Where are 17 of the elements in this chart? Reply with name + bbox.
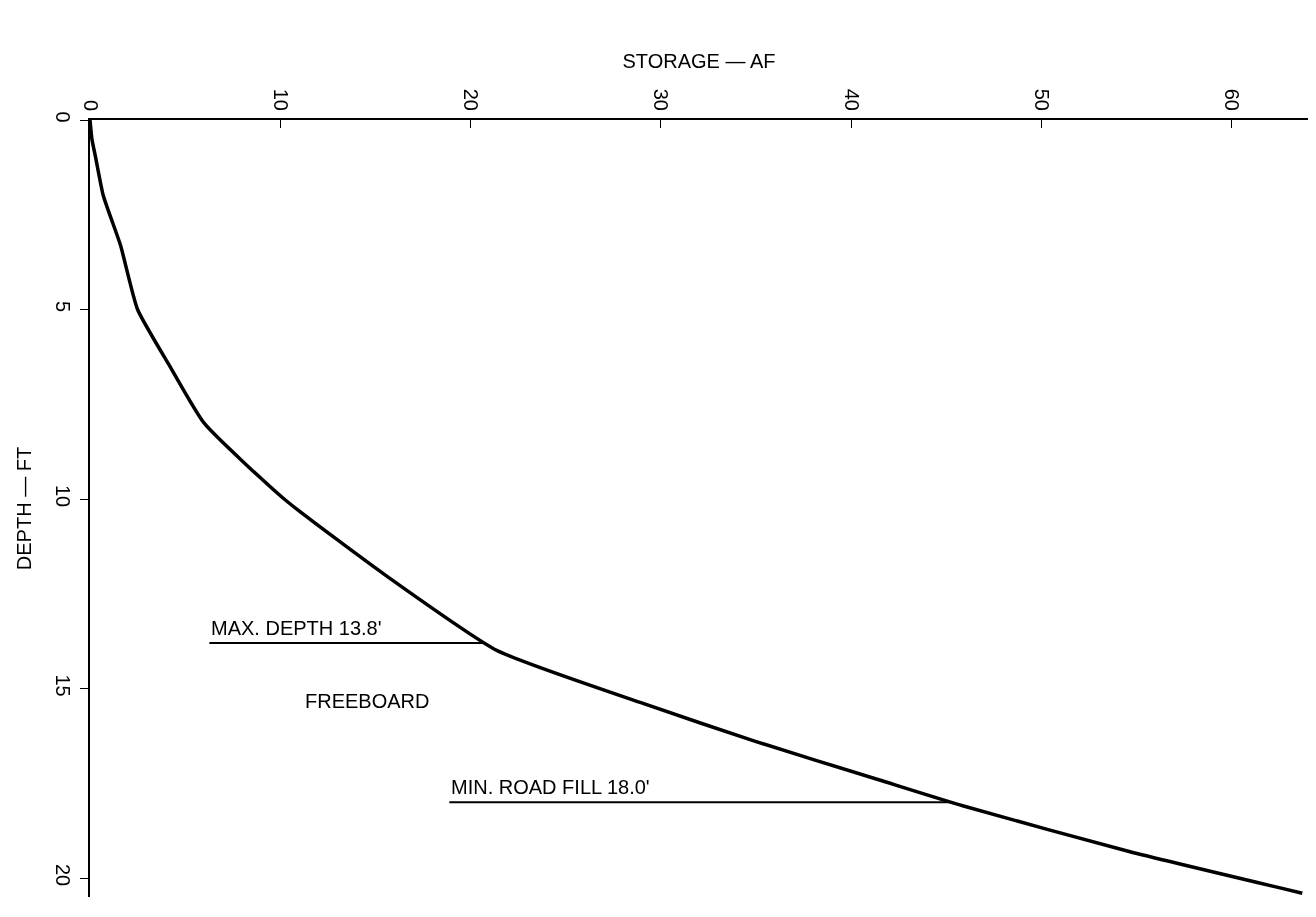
ref-line-label: MAX. DEPTH 13.8': [211, 617, 382, 639]
x-tick-label: 50: [1031, 88, 1054, 111]
x-tick-label: 40: [840, 88, 863, 111]
y-tick-label: 10: [52, 484, 74, 508]
x-tick-label: 30: [650, 88, 673, 111]
y-axis-title: DEPTH — FT: [13, 446, 35, 571]
y-tick-label: 15: [52, 674, 74, 697]
y-tick-label: 20: [52, 863, 74, 887]
x-axis-title: STORAGE — AF: [622, 49, 776, 72]
x-tick-label: 10: [269, 88, 292, 111]
ref-line-label: MIN. ROAD FILL 18.0': [451, 776, 650, 798]
annotation: FREEBOARD: [305, 690, 430, 712]
x-tick-label: 0: [79, 99, 102, 111]
y-tick-label: 5: [52, 300, 74, 313]
y-tick-label: 0: [52, 111, 74, 123]
x-tick-label: 20: [460, 88, 483, 111]
x-tick-label: 60: [1221, 88, 1244, 111]
